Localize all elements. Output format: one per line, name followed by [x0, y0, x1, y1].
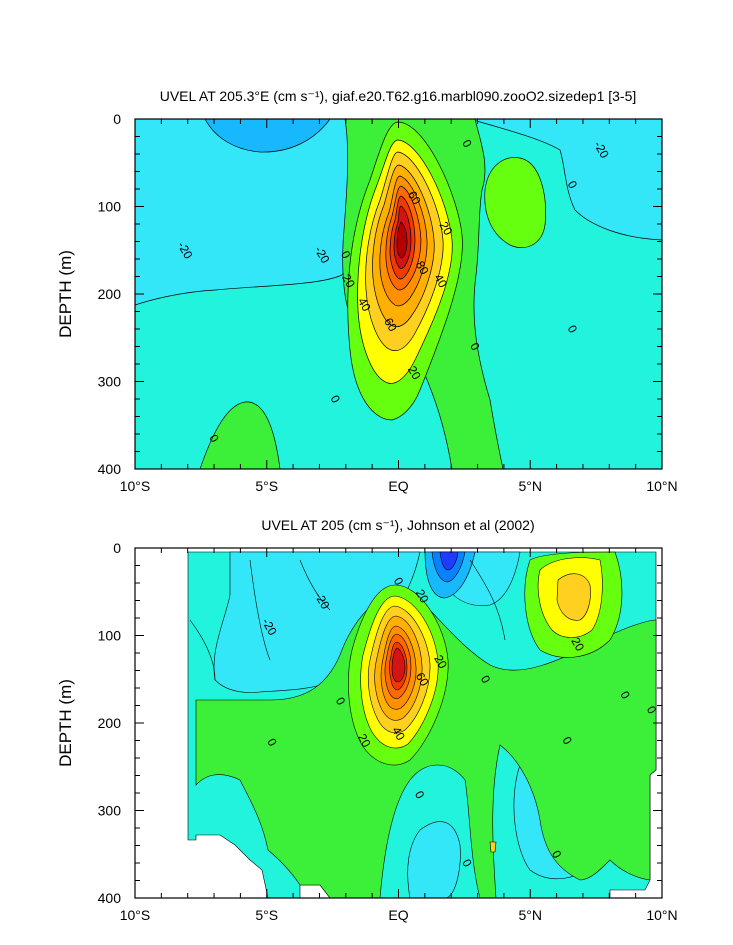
contour-label: 20 [405, 363, 424, 382]
y-tick-label: 300 [98, 803, 122, 819]
panel-2-title: UVEL AT 205 (cm s⁻¹), Johnson et al (200… [261, 517, 534, 533]
contour-label: 40 [431, 272, 450, 291]
contour-label: 20 [568, 635, 587, 654]
contour-label: 20 [413, 587, 432, 606]
y-tick-label: 400 [98, 890, 122, 906]
y-tick-label: 100 [98, 628, 122, 644]
panel-1-title: UVEL AT 205.3°E (cm s⁻¹), giaf.e20.T62.g… [160, 88, 637, 104]
x-tick-label: 5°S [255, 478, 278, 494]
x-tick-label: 5°S [255, 907, 278, 923]
panel-2-ylabel: DEPTH (m) [56, 679, 75, 767]
contour-label: 20 [339, 272, 358, 291]
y-tick-label: 300 [98, 374, 122, 390]
contour-label: 60 [381, 315, 400, 334]
y-tick-label: 100 [98, 199, 122, 215]
x-tick-label: 5°N [519, 478, 543, 494]
x-tick-label: 5°N [519, 907, 543, 923]
y-tick-label: 0 [113, 111, 121, 127]
contour-label: 20 [437, 219, 456, 238]
x-tick-label: 10°N [646, 907, 677, 923]
contour-label: 20 [431, 652, 450, 671]
x-tick-label: 10°S [120, 478, 151, 494]
y-tick-label: 200 [98, 715, 122, 731]
contour-label: 40 [389, 724, 408, 743]
panel-1-field [135, 119, 662, 469]
contour-label: 40 [355, 295, 374, 314]
x-tick-label: EQ [388, 478, 408, 494]
panel-2-field [135, 548, 662, 898]
contour-label: 60 [413, 670, 432, 689]
x-tick-label: EQ [388, 907, 408, 923]
contour-label: 80 [413, 258, 432, 277]
contour-label: 60 [405, 188, 424, 207]
panel-1-ylabel: DEPTH (m) [56, 250, 75, 338]
x-tick-label: 10°S [120, 907, 151, 923]
x-tick-label: 10°N [646, 478, 677, 494]
panel-2: UVEL AT 205 (cm s⁻¹), Johnson et al (200… [56, 517, 678, 923]
y-tick-label: 200 [98, 286, 122, 302]
contour-label: 20 [355, 731, 374, 750]
panel-1: UVEL AT 205.3°E (cm s⁻¹), giaf.e20.T62.g… [56, 88, 678, 494]
panel-1-axes: 10°S 5°S EQ 5°N 10°N 0 100 200 300 400 [98, 111, 678, 494]
panel-2-axes: 10°S 5°S EQ 5°N 10°N 0 100 200 300 400 [98, 540, 678, 923]
y-tick-label: 400 [98, 461, 122, 477]
y-tick-label: 0 [113, 540, 121, 556]
